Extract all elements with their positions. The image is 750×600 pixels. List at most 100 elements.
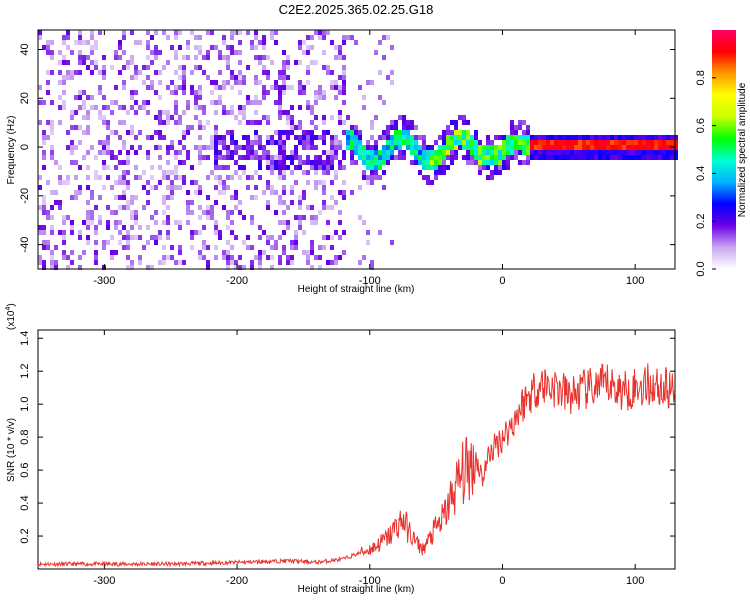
spectrogram-cell xyxy=(338,75,342,80)
spectrogram-cell xyxy=(390,125,394,130)
spectrogram-cell xyxy=(438,135,442,140)
spectrogram-cell xyxy=(342,65,346,70)
spectrogram-cell xyxy=(114,225,118,230)
spectrogram-cell xyxy=(246,185,250,190)
spectrogram-cell xyxy=(206,215,210,220)
spectrogram-cell xyxy=(174,85,178,90)
spectrogram-cell xyxy=(542,145,546,150)
spectrogram-cell xyxy=(138,105,142,110)
spectrogram-cell xyxy=(190,210,194,215)
spectrogram-cell xyxy=(66,130,70,135)
spectrogram-cell xyxy=(598,135,602,140)
spectrogram-cell xyxy=(278,220,282,225)
spectrogram-cell xyxy=(258,255,262,260)
spectrogram-cell xyxy=(102,55,106,60)
spectrogram-cell xyxy=(282,250,286,255)
spectrogram-cell xyxy=(94,230,98,235)
spectrogram-cell xyxy=(118,70,122,75)
spectrogram-cell xyxy=(182,135,186,140)
spectrogram-cell xyxy=(346,145,350,150)
spectrogram-cell xyxy=(322,135,326,140)
spectrogram-cell xyxy=(226,45,230,50)
spectrogram-cell xyxy=(670,135,674,140)
spectrogram-cell xyxy=(122,235,126,240)
spectrogram-cell xyxy=(258,145,262,150)
spectrogram-cell xyxy=(626,135,630,140)
colorbar-tick-label: 0.0 xyxy=(695,261,707,276)
spectrogram-cell xyxy=(282,50,286,55)
spectrogram-cell xyxy=(218,235,222,240)
spectrogram-cell xyxy=(294,125,298,130)
spectrogram-cell xyxy=(250,45,254,50)
spectrogram-cell xyxy=(222,40,226,45)
spectrogram-cell xyxy=(310,215,314,220)
spectrogram-cell xyxy=(158,115,162,120)
spectrogram-cell xyxy=(310,130,314,135)
spectrogram-cell xyxy=(422,165,426,170)
spectrogram-cell xyxy=(214,135,218,140)
spectrogram-cell xyxy=(366,150,370,155)
spectrogram-cell xyxy=(154,50,158,55)
spectrogram-cell xyxy=(50,265,54,270)
spectrogram-cell xyxy=(362,145,366,150)
spectrogram-cell xyxy=(234,50,238,55)
spectrogram-cell xyxy=(186,220,190,225)
spectrogram-cell xyxy=(150,185,154,190)
spectrogram-cell xyxy=(506,165,510,170)
spectrogram-cell xyxy=(370,170,374,175)
spectrogram-cell xyxy=(350,135,354,140)
spectrogram-cell xyxy=(278,170,282,175)
spectrogram-cell xyxy=(402,120,406,125)
spectrogram-cell xyxy=(90,45,94,50)
spectrogram-cell xyxy=(390,155,394,160)
spectrogram-cell xyxy=(250,245,254,250)
spectrogram-cell xyxy=(194,100,198,105)
spectrogram-cell xyxy=(282,210,286,215)
spectrogram-cell xyxy=(230,195,234,200)
spectrogram-cell xyxy=(86,185,90,190)
spectrogram-cell xyxy=(82,130,86,135)
spectrogram-cell xyxy=(618,135,622,140)
spectrogram-cell xyxy=(302,250,306,255)
spectrogram-cell xyxy=(46,215,50,220)
spectrogram-cell xyxy=(138,225,142,230)
spectrogram-cell xyxy=(410,140,414,145)
spectrogram-cell xyxy=(374,160,378,165)
spectrogram-cell xyxy=(290,260,294,265)
spectrogram-cell xyxy=(130,215,134,220)
spectrogram-cell xyxy=(170,45,174,50)
spectrogram-cell xyxy=(146,55,150,60)
spectrogram-cell xyxy=(222,250,226,255)
spectrogram-cell xyxy=(322,90,326,95)
spectrogram-cell xyxy=(162,30,166,35)
spectrogram-cell xyxy=(594,150,598,155)
spectrogram-cell xyxy=(494,160,498,165)
spectrogram-cell xyxy=(490,175,494,180)
spectrogram-cell xyxy=(50,255,54,260)
spectrogram-cell xyxy=(230,75,234,80)
spectrogram-cell xyxy=(86,175,90,180)
spectrogram-cell xyxy=(310,250,314,255)
spectrogram-cell xyxy=(186,40,190,45)
snr-xtick-label: 0 xyxy=(499,575,505,587)
spectrogram-cell xyxy=(286,220,290,225)
spectrogram-cell xyxy=(294,165,298,170)
spectrogram-cell xyxy=(186,105,190,110)
spectrogram-cell xyxy=(486,150,490,155)
spectrogram-cell xyxy=(102,65,106,70)
spectrogram-cell xyxy=(490,155,494,160)
spectrogram-cell xyxy=(554,135,558,140)
spectrogram-cell xyxy=(450,140,454,145)
spectrogram-cell xyxy=(382,160,386,165)
spectrogram-cell xyxy=(602,135,606,140)
spectrogram-cell xyxy=(146,40,150,45)
spectrogram-cell xyxy=(518,145,522,150)
spectrogram-cell xyxy=(102,160,106,165)
spectrogram-cell xyxy=(314,180,318,185)
spectrogram-cell xyxy=(258,40,262,45)
spectrogram-cell xyxy=(182,130,186,135)
spectrogram-cell xyxy=(118,105,122,110)
spectrogram-ytick-label: -40 xyxy=(19,237,31,253)
spectrogram-cell xyxy=(46,180,50,185)
spectrogram-cell xyxy=(214,110,218,115)
